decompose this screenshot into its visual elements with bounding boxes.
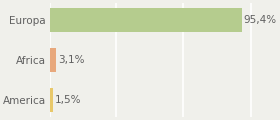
Bar [50,48,56,72]
Bar [50,88,53,112]
Bar [50,8,242,32]
Text: 3,1%: 3,1% [58,55,85,65]
Text: 1,5%: 1,5% [55,95,81,105]
Text: 95,4%: 95,4% [244,15,277,25]
